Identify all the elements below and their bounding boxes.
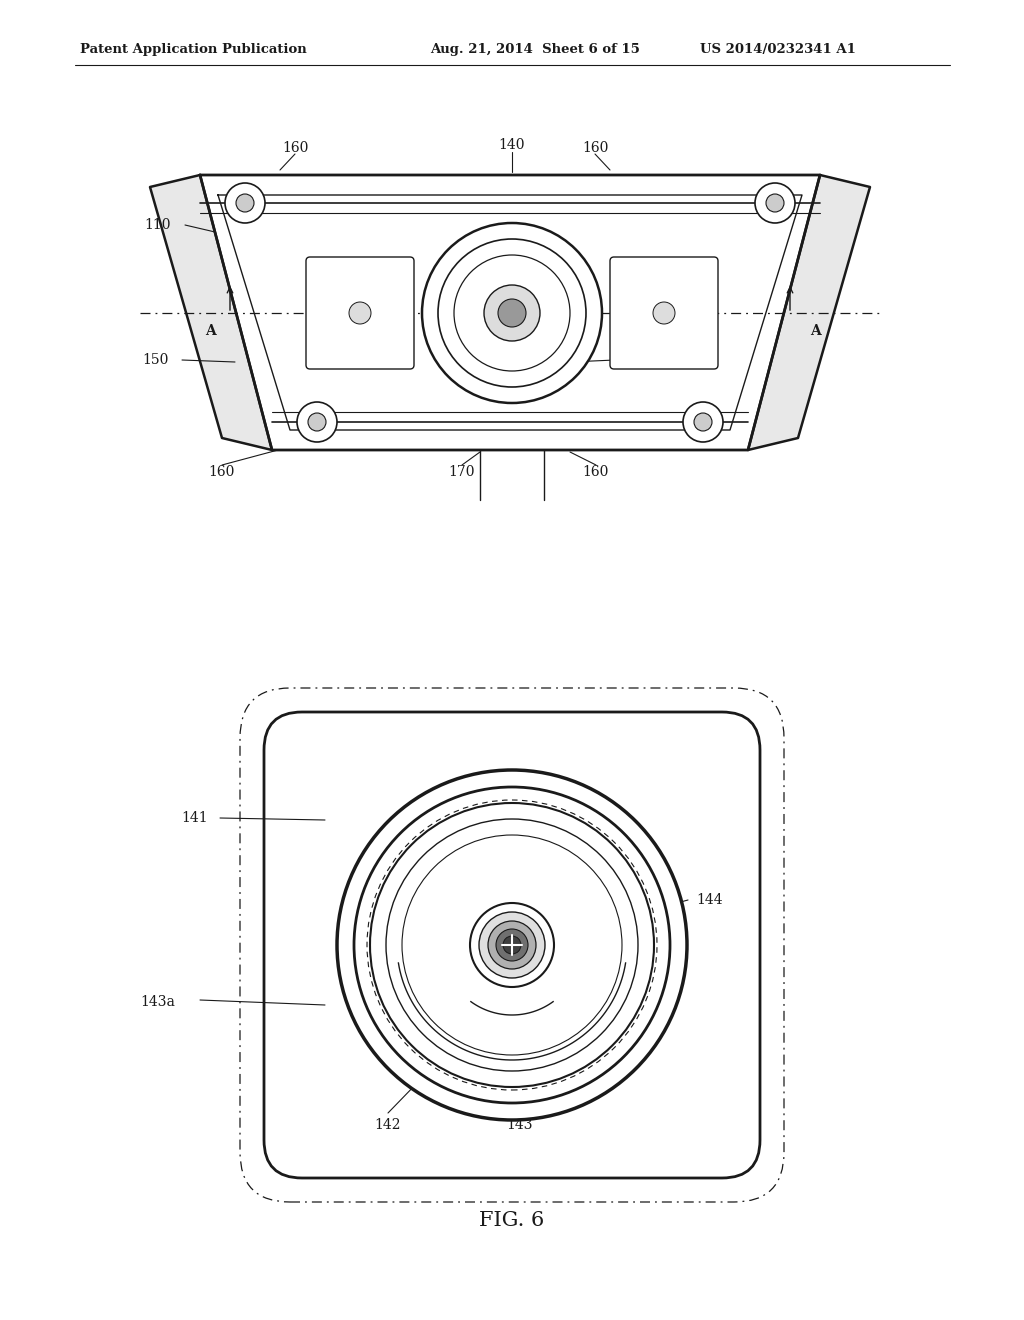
Text: 143: 143 bbox=[507, 1118, 534, 1133]
Text: 140: 140 bbox=[499, 139, 525, 152]
Circle shape bbox=[422, 223, 602, 403]
Text: 160: 160 bbox=[583, 465, 609, 479]
Polygon shape bbox=[150, 176, 272, 450]
Text: 150: 150 bbox=[627, 352, 653, 367]
Circle shape bbox=[354, 787, 670, 1104]
Text: 160: 160 bbox=[209, 465, 236, 479]
Circle shape bbox=[479, 912, 545, 978]
Text: 141: 141 bbox=[181, 810, 208, 825]
Circle shape bbox=[308, 413, 326, 432]
Circle shape bbox=[503, 936, 521, 954]
Circle shape bbox=[454, 255, 570, 371]
Circle shape bbox=[438, 239, 586, 387]
Text: 160: 160 bbox=[582, 141, 608, 154]
Text: 160: 160 bbox=[282, 141, 308, 154]
FancyBboxPatch shape bbox=[306, 257, 414, 370]
Circle shape bbox=[297, 403, 337, 442]
Circle shape bbox=[488, 921, 536, 969]
Circle shape bbox=[337, 770, 687, 1119]
Circle shape bbox=[349, 302, 371, 323]
Circle shape bbox=[498, 300, 526, 327]
Circle shape bbox=[755, 183, 795, 223]
Circle shape bbox=[653, 302, 675, 323]
Polygon shape bbox=[200, 176, 820, 450]
Circle shape bbox=[402, 836, 622, 1055]
Text: 142: 142 bbox=[375, 1118, 401, 1133]
Text: Aug. 21, 2014  Sheet 6 of 15: Aug. 21, 2014 Sheet 6 of 15 bbox=[430, 44, 640, 57]
Circle shape bbox=[370, 803, 654, 1086]
Text: A: A bbox=[205, 323, 215, 338]
Text: A: A bbox=[810, 323, 820, 338]
Text: 144: 144 bbox=[696, 894, 723, 907]
FancyBboxPatch shape bbox=[610, 257, 718, 370]
FancyBboxPatch shape bbox=[264, 711, 760, 1177]
Text: 110: 110 bbox=[144, 218, 171, 232]
Circle shape bbox=[484, 285, 540, 341]
Circle shape bbox=[766, 194, 784, 213]
Text: Patent Application Publication: Patent Application Publication bbox=[80, 44, 307, 57]
Text: 143a: 143a bbox=[140, 995, 175, 1008]
Circle shape bbox=[496, 929, 528, 961]
Text: US 2014/0232341 A1: US 2014/0232341 A1 bbox=[700, 44, 856, 57]
Circle shape bbox=[694, 413, 712, 432]
Circle shape bbox=[470, 903, 554, 987]
Circle shape bbox=[236, 194, 254, 213]
Circle shape bbox=[683, 403, 723, 442]
Circle shape bbox=[225, 183, 265, 223]
Text: 170: 170 bbox=[449, 465, 475, 479]
Polygon shape bbox=[748, 176, 870, 450]
Circle shape bbox=[386, 818, 638, 1071]
Text: FIG. 6: FIG. 6 bbox=[479, 1210, 545, 1229]
Text: 150: 150 bbox=[141, 352, 168, 367]
